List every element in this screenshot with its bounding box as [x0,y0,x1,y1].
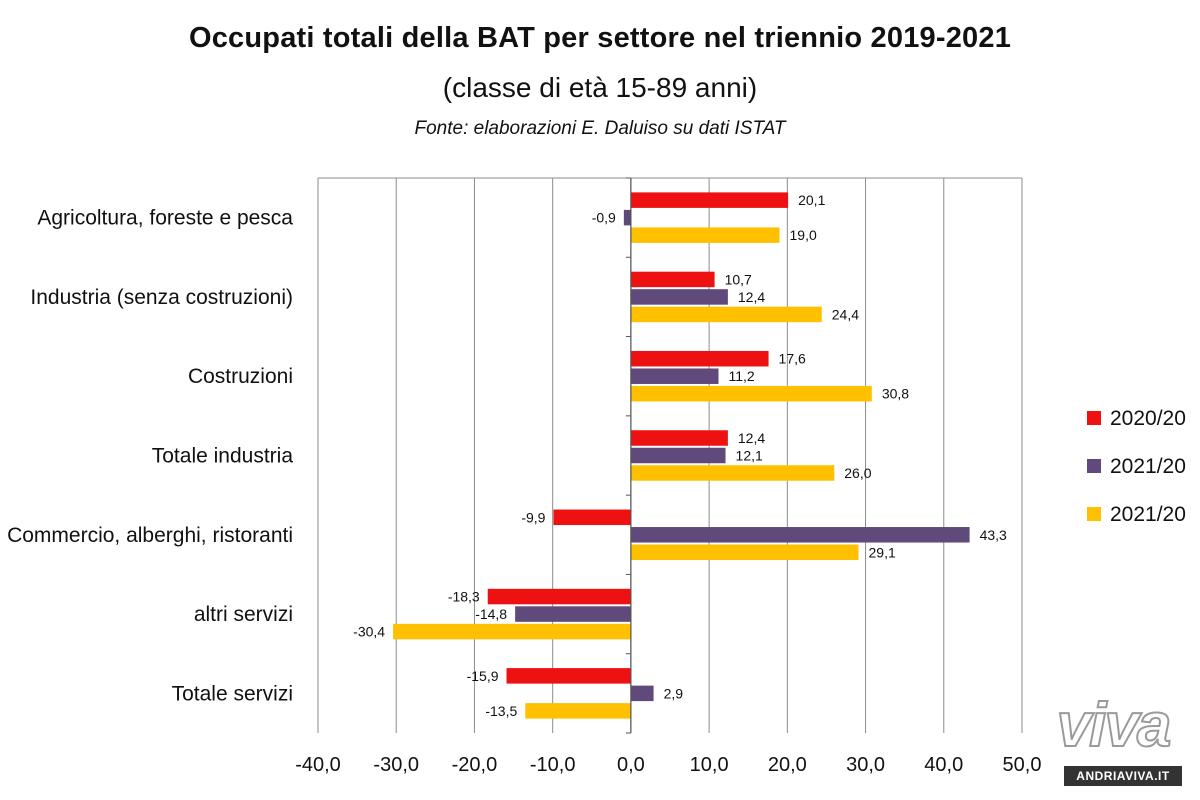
axis: -40,0 -30,0 -20,0 -10,0 0,0 10,0 20,0 30,0 40,0 5… [7,177,1042,776]
category-label: Totale industria [152,445,294,468]
x-tick-label: -30,0 [373,754,419,776]
chart-source-note: Fonte: elaborazioni E. Daluiso su dati I… [414,118,786,139]
data-label: 26,0 [844,465,871,481]
data-label: 2,9 [664,685,684,701]
bar [630,447,726,464]
legend-label: 2021/20 [1110,503,1186,526]
data-label: 10,7 [725,271,752,287]
bar [630,289,728,305]
x-tick-label: 20,0 [768,754,807,776]
bar [630,192,789,208]
x-tick-label: 50,0 [1003,754,1042,776]
bars [393,192,970,719]
legend-label: 2021/20 [1110,455,1186,478]
category-label: Costruzioni [188,365,293,388]
data-label: -18,3 [448,589,480,605]
category-label: Agricoltura, foreste e pesca [37,207,293,230]
watermark-logo: viva [1056,690,1173,761]
bar [525,703,631,719]
x-tick-label: -40,0 [295,754,341,776]
data-label: 12,4 [738,430,765,446]
x-tick-label: 30,0 [846,754,885,776]
bar [630,685,654,702]
bar [630,385,872,402]
data-label: -14,8 [475,606,507,622]
x-tick-label: 10,0 [690,754,729,776]
category-label: Totale servizi [172,682,293,705]
legend-swatch [1087,459,1101,473]
bar [630,306,822,323]
bar [623,209,631,226]
data-label: 24,4 [832,306,859,322]
data-label: 20,1 [798,192,825,208]
category-label: altri servizi [194,603,293,626]
x-tick-label: -10,0 [530,754,576,776]
bar [553,509,631,526]
bar [630,430,728,446]
bar [630,465,835,481]
data-label: 43,3 [980,527,1007,543]
data-label: 11,2 [728,368,754,384]
data-labels: 20,1 -0,9 19,0 10,7 12,4 24,4 17,6 11,2 30,8 12,4… [353,192,1007,719]
legend-swatch [1087,411,1101,425]
data-label: 19,0 [790,227,817,243]
data-label: 12,4 [738,289,765,305]
bar [630,368,719,384]
bar [487,588,631,605]
data-label: 29,1 [869,544,896,560]
x-tick-label: 40,0 [924,754,963,776]
x-tick-label: -20,0 [452,754,498,776]
data-label: 30,8 [882,386,909,402]
data-label: -9,9 [521,509,545,525]
bar [515,606,631,622]
chart-title: Occupati totali della BAT per settore ne… [188,22,1012,54]
legend: 2020/20 2021/20 2021/20 [1087,407,1186,526]
bar [506,668,631,684]
data-label: 12,1 [736,448,763,464]
bar [630,271,715,288]
bar [630,227,780,243]
legend-swatch [1087,507,1101,521]
bar [630,544,859,561]
chart-subtitle: (classe di età 15-89 anni) [442,72,758,103]
category-label: Industria (senza costruzioni) [30,286,293,309]
watermark-site: ANDRIAVIVA.IT [1064,766,1182,786]
data-label: -13,5 [485,703,517,719]
data-label: -15,9 [467,668,499,684]
legend-label: 2020/20 [1110,407,1186,430]
bar [393,623,631,640]
data-label: -0,9 [592,210,616,226]
x-tick-label: 0,0 [617,754,645,776]
data-label: -30,4 [353,624,385,640]
bar [630,350,769,367]
category-label: Commercio, alberghi, ristoranti [7,524,293,547]
data-label: 17,6 [779,351,806,367]
bar [630,527,970,543]
